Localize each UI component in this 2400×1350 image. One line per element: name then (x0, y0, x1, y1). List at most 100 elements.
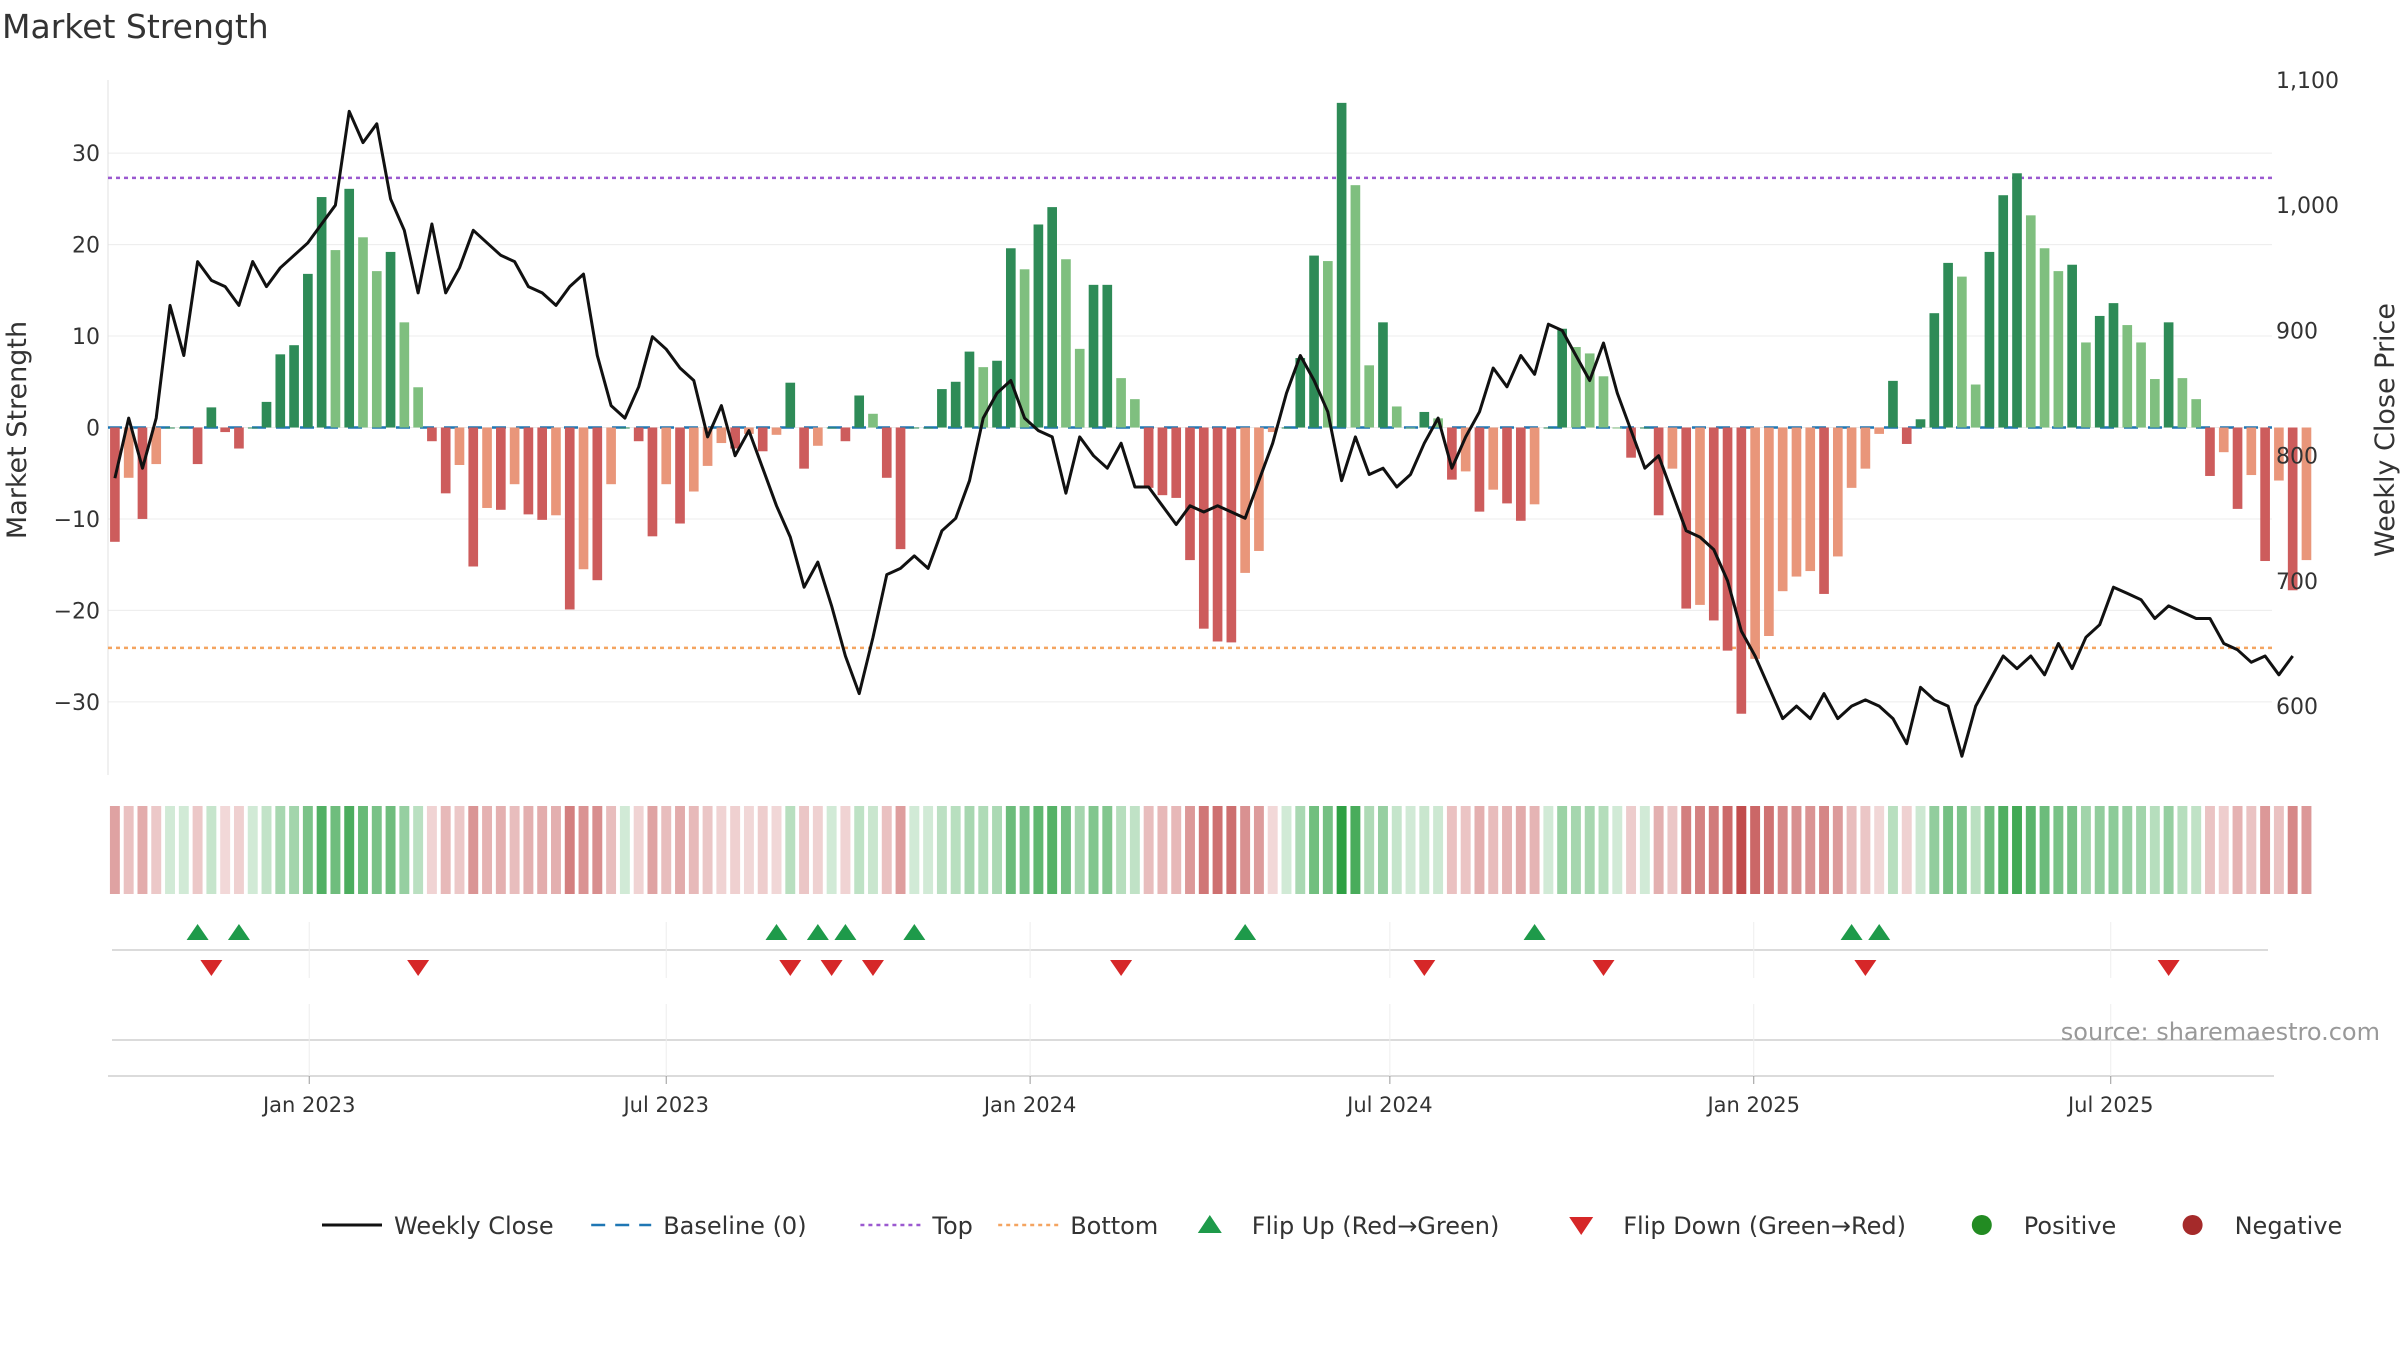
strength-bar (1116, 378, 1126, 428)
heat-cell (1102, 806, 1113, 894)
legend-swatch-negative (2182, 1215, 2203, 1235)
strength-bar (220, 427, 230, 433)
heat-cell (2136, 806, 2147, 894)
heat-cell (550, 806, 561, 894)
flip-up-marker (186, 924, 209, 940)
flip-up-marker (1868, 924, 1891, 940)
heat-cell (1047, 806, 1058, 894)
heat-cell (482, 806, 493, 894)
heat-cell (233, 806, 244, 894)
strength-bar (1653, 427, 1664, 516)
heat-cell (2232, 806, 2243, 894)
heat-cell (1612, 806, 1623, 894)
heat-cell (1074, 806, 1085, 894)
strength-bar (1171, 427, 1182, 498)
flip-up-marker (1234, 924, 1257, 940)
right-axis-label: Weekly Close Price (2370, 303, 2400, 557)
strength-bar (564, 427, 575, 610)
heat-cell (1887, 806, 1898, 894)
heat-cell (1557, 806, 1568, 894)
strength-bar (1474, 427, 1485, 512)
flip-down-marker (861, 960, 884, 976)
strength-bar (1695, 427, 1705, 605)
strength-bars (110, 102, 2312, 714)
heat-cell (633, 806, 644, 894)
strength-bar (1295, 358, 1306, 428)
strength-bar (2191, 399, 2202, 428)
strength-bar (2218, 427, 2229, 453)
chart-title: Market Strength (2, 7, 269, 46)
strength-bar (523, 427, 534, 515)
heat-cell (2039, 806, 2050, 894)
strength-bar (1543, 427, 1554, 429)
heat-cell (1584, 806, 1595, 894)
strength-bar (289, 345, 299, 428)
flip-up-marker (903, 924, 926, 940)
heat-cell (1915, 806, 1926, 894)
strength-bar (1405, 427, 1416, 429)
strength-bar (1419, 411, 1430, 428)
strength-bar (1254, 427, 1264, 551)
strength-bar (1460, 427, 1471, 472)
strength-bar (757, 427, 768, 452)
strength-bar (578, 427, 589, 570)
flip-up-marker (834, 924, 857, 940)
heat-cell (1529, 806, 1540, 894)
left-tick-label: 20 (72, 234, 100, 259)
strength-bar (1998, 195, 2009, 428)
heat-cell (109, 806, 120, 894)
left-axis-label: Market Strength (2, 321, 33, 539)
heat-cell (1171, 806, 1182, 894)
heat-cell (2287, 806, 2298, 894)
strength-bar (785, 382, 796, 428)
flip-down-marker (1592, 960, 1615, 976)
strength-bar (413, 387, 423, 428)
strength-bar (1005, 248, 1016, 428)
legend-label-top: Top (931, 1212, 973, 1240)
strength-heat-strip (109, 806, 2312, 894)
strength-bar (509, 427, 520, 485)
strength-bar (1364, 365, 1375, 428)
strength-bar (330, 250, 341, 428)
strength-bar (937, 389, 947, 428)
strength-bar (2260, 427, 2270, 562)
strength-bar (2108, 303, 2119, 428)
heat-cell (950, 806, 961, 894)
strength-bar (1157, 427, 1168, 496)
heat-cell (1626, 806, 1637, 894)
heat-cell (178, 806, 189, 894)
heat-cell (716, 806, 727, 894)
strength-bar (2274, 427, 2284, 481)
strength-bar (688, 427, 699, 492)
strength-bar (1901, 427, 1912, 444)
strength-bar (1488, 427, 1499, 490)
strength-bar (2150, 379, 2160, 428)
strength-bar (261, 401, 272, 428)
strength-bar (371, 271, 382, 428)
strength-bar (1984, 251, 1995, 428)
left-tick-label: −30 (54, 691, 100, 716)
heat-cell (1060, 806, 1071, 894)
heat-cell (1364, 806, 1375, 894)
strength-bar (1640, 427, 1650, 429)
heat-cell (1777, 806, 1788, 894)
legend-label-close: Weekly Close (394, 1212, 554, 1240)
strength-bar (551, 427, 561, 516)
heat-cell (826, 806, 837, 894)
heat-cell (454, 806, 465, 894)
flip-markers-panel (108, 922, 2274, 1077)
heat-cell (1322, 806, 1333, 894)
heat-cell (1391, 806, 1402, 894)
heat-cell (413, 806, 424, 894)
x-tick-label: Jan 2025 (1705, 1093, 1800, 1117)
strength-bar (1240, 427, 1250, 573)
heat-cell (1819, 806, 1830, 894)
flip-down-marker (2157, 960, 2180, 976)
left-tick-label: 10 (72, 325, 100, 350)
strength-bar (2053, 271, 2064, 428)
heat-cell (289, 806, 300, 894)
legend-swatch-positive (1971, 1215, 1992, 1235)
heat-cell (606, 806, 617, 894)
strength-bar (1584, 353, 1595, 428)
weekly-close-line (113, 109, 2294, 758)
